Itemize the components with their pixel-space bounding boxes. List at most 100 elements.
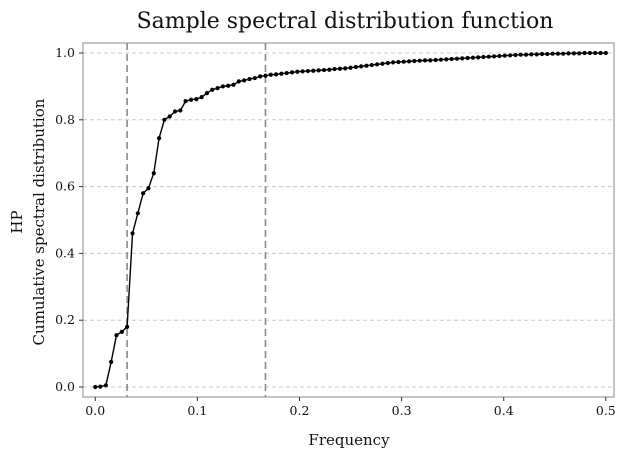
data-point <box>534 52 539 57</box>
data-point <box>401 59 406 64</box>
data-point <box>268 72 273 77</box>
data-point <box>486 54 491 59</box>
data-point <box>364 63 369 68</box>
data-point <box>422 58 428 63</box>
data-point <box>508 53 513 58</box>
data-point <box>385 60 390 66</box>
data-point <box>226 83 231 88</box>
data-point <box>513 52 518 58</box>
y-axis-ticks: 0.0 0.2 0.4 0.6 0.8 1.0 <box>55 45 83 394</box>
data-point <box>327 67 332 72</box>
data-point <box>396 59 401 65</box>
x-axis-ticks: 0.0 0.1 0.2 0.3 0.4 0.5 <box>85 397 616 418</box>
data-point <box>114 333 119 338</box>
data-point <box>454 56 460 61</box>
data-point <box>295 69 300 74</box>
data-point <box>460 56 465 61</box>
data-point <box>465 55 470 61</box>
data-point <box>258 74 263 79</box>
data-point <box>263 73 268 78</box>
data-point <box>391 60 396 65</box>
data-point <box>178 108 183 113</box>
data-point <box>125 324 130 329</box>
data-point <box>529 52 534 57</box>
data-point <box>300 69 305 74</box>
data-point <box>343 66 348 71</box>
y-tick-label: 0.4 <box>55 245 75 260</box>
data-point <box>539 51 545 57</box>
data-point <box>141 191 146 196</box>
x-tick-label: 0.3 <box>392 403 412 418</box>
data-point <box>220 84 225 89</box>
data-point <box>183 99 188 104</box>
x-tick-label: 0.0 <box>85 403 105 418</box>
data-point <box>337 66 343 71</box>
data-point <box>561 51 566 56</box>
data-point <box>119 329 124 334</box>
y-tick-label: 0.0 <box>55 379 75 394</box>
data-point <box>242 78 247 83</box>
data-point <box>204 90 210 96</box>
data-point <box>231 82 236 87</box>
data-point <box>151 171 156 176</box>
y-axis-label: Cumulative spectral distribution <box>30 98 48 345</box>
x-tick-label: 0.4 <box>494 403 514 418</box>
data-point <box>305 68 311 74</box>
x-axis-label: Frequency <box>308 431 390 449</box>
y-tick-label: 1.0 <box>55 45 75 60</box>
data-point <box>502 53 507 58</box>
data-point <box>369 62 374 68</box>
y-tick-label: 0.6 <box>55 179 75 194</box>
y-tick-label: 0.2 <box>55 312 75 327</box>
data-point <box>252 75 257 81</box>
chart-title: Sample spectral distribution function <box>137 9 554 34</box>
x-tick-label: 0.5 <box>596 403 616 418</box>
data-point <box>603 50 608 56</box>
data-point <box>311 68 316 73</box>
data-point <box>332 66 337 72</box>
data-point <box>374 62 380 67</box>
data-point <box>353 64 358 70</box>
data-point <box>188 97 194 102</box>
data-point <box>523 52 529 57</box>
plot-frame <box>82 42 615 398</box>
data-point <box>412 58 417 64</box>
data-point <box>130 231 135 236</box>
data-point <box>598 50 603 56</box>
data-point <box>555 51 561 56</box>
data-point <box>359 64 364 69</box>
data-point <box>492 54 497 59</box>
data-point <box>109 359 114 365</box>
data-point <box>476 55 481 60</box>
data-point <box>316 68 321 73</box>
data-point <box>406 59 412 64</box>
data-point <box>497 53 502 59</box>
data-point <box>98 384 103 389</box>
data-point <box>162 117 167 122</box>
data-point <box>146 186 151 191</box>
data-point <box>103 383 108 388</box>
grid <box>83 52 614 388</box>
data-point <box>566 51 571 56</box>
y-tick-label: 0.8 <box>55 112 75 127</box>
series-hp <box>93 50 608 390</box>
data-point <box>545 51 550 57</box>
data-point <box>593 50 598 56</box>
data-point <box>577 51 582 56</box>
data-point <box>417 58 422 63</box>
data-point <box>587 50 593 56</box>
data-point <box>444 57 449 62</box>
data-point <box>518 52 523 57</box>
data-point <box>199 95 204 100</box>
y-axis-label-series: HP <box>8 210 26 233</box>
reference-lines <box>126 43 267 397</box>
data-point <box>279 71 284 76</box>
data-point <box>449 56 454 62</box>
data-point <box>93 384 98 390</box>
data-point <box>167 114 172 119</box>
data-point <box>582 50 587 56</box>
data-point <box>135 211 140 216</box>
data-point <box>428 58 433 63</box>
x-tick-label: 0.1 <box>187 403 207 418</box>
